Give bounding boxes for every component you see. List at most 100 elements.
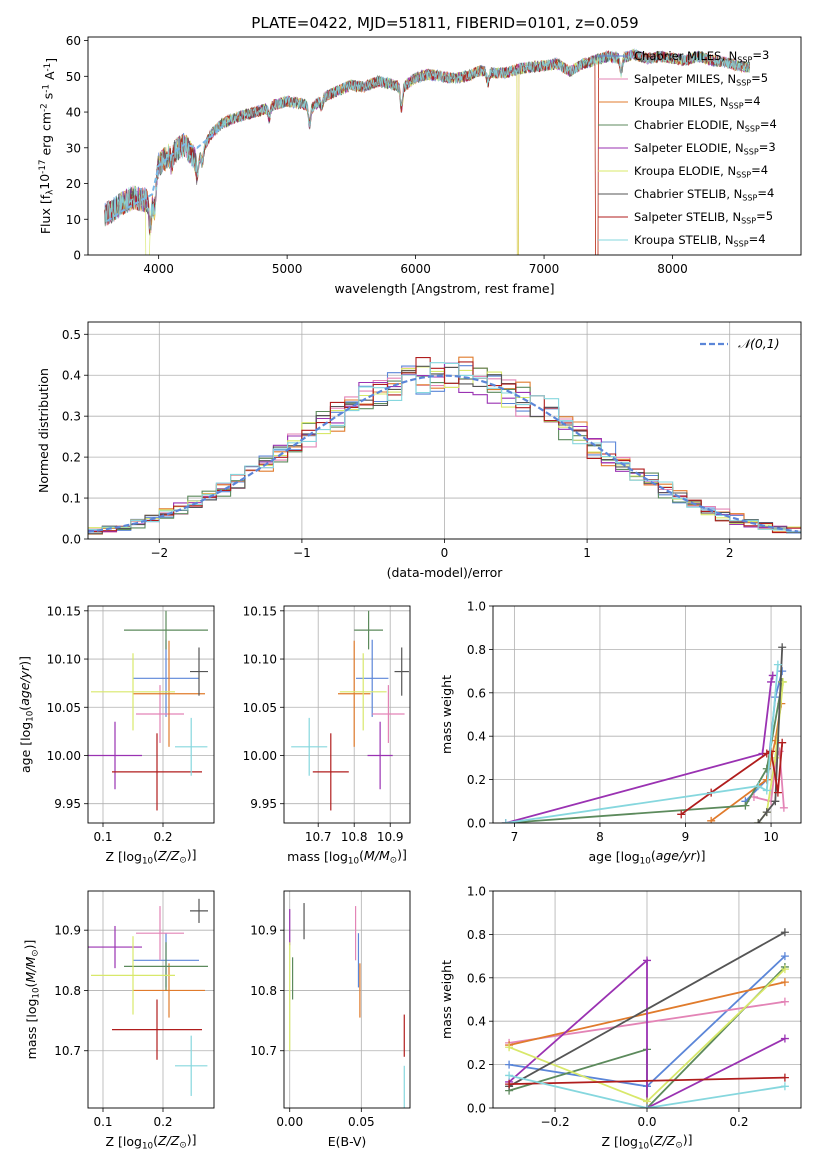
panel-mass_vs_Z: 0.1 0.2 10.7 10.8 10.9 Z [log10​(Z/Z⊙​)] mass …: [22, 890, 215, 1152]
x-tick-label: 0.1: [93, 1115, 112, 1129]
panel-spectrum: 4000 5000 6000 7000 8000 0 10 20 30 40 50 60 wavelen…: [37, 34, 802, 296]
x-tick-label: 0.2: [153, 830, 172, 844]
plus-marker: [762, 808, 771, 817]
y-tick-label: 10.9: [54, 924, 81, 938]
x-tick-label: 7000: [529, 262, 560, 276]
plus-marker: [505, 1071, 514, 1080]
plus-marker: [754, 819, 763, 823]
y-tick-label: 0.2: [467, 773, 486, 787]
x-tick-label: 6000: [400, 262, 431, 276]
y-axis-label: Normed distribution: [36, 368, 51, 493]
errorbar-point: [112, 733, 202, 811]
x-tick-label: 10: [763, 830, 778, 844]
x-tick-label: −0.2: [540, 1115, 569, 1129]
y-tick-label: 10.8: [250, 984, 277, 998]
x-tick-label: 0.1: [93, 830, 112, 844]
errorbar-point: [133, 963, 205, 1018]
errorbar-point: [354, 610, 383, 650]
legend-label: Kroupa MILES, NSSP​=4: [634, 94, 761, 110]
panel-mass_vs_ebv: 0.00 0.05 10.7 10.8 10.9 E(B-V): [250, 890, 411, 1149]
panel-age_vs_Z: 0.1 0.2 9.95 10.00 10.05 10.10 10.15 Z [log10​(…: [17, 604, 215, 867]
x-tick-label: 10.9: [377, 830, 404, 844]
x-tick-label: 0.2: [729, 1115, 748, 1129]
mass-weight-line-chabrier-stelib: [508, 931, 786, 1088]
errorbar-point: [339, 653, 387, 731]
plus-marker: [741, 801, 750, 810]
y-tick-label: 0.5: [62, 328, 81, 342]
x-tick-label: 8: [596, 830, 604, 844]
plot-area-mass_vs_Z: [88, 898, 208, 1096]
errorbar-point: [394, 647, 409, 696]
x-tick-label: 0.05: [348, 1115, 375, 1129]
y-tick-label: 0.6: [467, 971, 486, 985]
x-tick-label: 8000: [657, 262, 688, 276]
mass-weight-line-salpeter-elodie: [505, 675, 774, 823]
y-tick-label: 10.05: [47, 701, 81, 715]
axes-frame: [492, 890, 802, 1109]
plot-area-age_vs_Z: [88, 610, 208, 811]
y-tick-label: 50: [66, 70, 81, 84]
y-tick-label: 10: [66, 213, 81, 227]
errorbar-point: [133, 640, 205, 747]
plus-marker: [778, 738, 787, 747]
x-axis-label: Z [log10​(Z/Z⊙​)]: [106, 1132, 197, 1152]
plus-marker: [707, 816, 716, 823]
y-tick-label: 10.8: [54, 984, 81, 998]
x-tick-label: 5000: [272, 262, 303, 276]
plus-marker: [780, 997, 789, 1006]
plus-marker: [780, 1082, 789, 1091]
x-axis-label: Z [log10​(Z/Z⊙​)]: [602, 1132, 693, 1152]
plus-marker: [778, 667, 787, 676]
plot-area-massweight_vs_age: [501, 643, 788, 823]
x-tick-label: 1: [583, 546, 591, 560]
plus-marker: [768, 671, 777, 680]
x-tick-label: 0: [441, 546, 449, 560]
y-tick-label: 10.05: [243, 701, 277, 715]
y-tick-label: 1.0: [467, 600, 486, 614]
legend: Chabrier MILES, NSSP​=3 Salpeter MILES, N…: [598, 48, 777, 248]
errorbar-point: [136, 685, 184, 743]
errorbar-point: [175, 1035, 208, 1096]
axes-frame: [87, 36, 802, 256]
y-tick-label: 0: [73, 249, 81, 263]
axes-frame: [87, 321, 802, 540]
errorbar-point: [312, 733, 349, 811]
panel-massweight_vs_Z: −0.2 0.0 0.2 0.0 0.2 0.4 0.6 0.8 1.0 Z [log10​(Z/…: [439, 885, 802, 1152]
y-tick-label: 9.95: [54, 797, 81, 811]
y-tick-label: 1.0: [467, 885, 486, 899]
legend-label: Salpeter ELODIE, NSSP​=3: [634, 140, 776, 156]
errorbar-point: [175, 717, 208, 776]
x-axis-label: age [log10​(age/yr)]: [588, 848, 705, 867]
x-tick-label: 2: [726, 546, 734, 560]
x-axis-label: wavelength [Angstrom, rest frame]: [334, 281, 554, 296]
y-tick-label: 20: [66, 177, 81, 191]
plus-marker: [779, 803, 788, 812]
plot-area-age_vs_mass: [291, 610, 409, 811]
plus-marker: [778, 643, 787, 652]
mass-weight-line-chabrier-stelib: [757, 647, 784, 823]
errorbar-point: [291, 717, 328, 776]
mass-weight-line-kroupa-stelib: [508, 1074, 786, 1108]
y-tick-label: 0.4: [467, 1015, 486, 1029]
plus-marker: [773, 788, 782, 797]
errorbar-point: [356, 639, 389, 717]
errorbar-point: [88, 721, 142, 790]
mass-weight-line-kroupa-stelib: [505, 664, 779, 823]
x-tick-label: 9: [682, 830, 690, 844]
y-tick-label: 10.7: [250, 1044, 277, 1058]
axes-frame: [283, 890, 411, 1109]
mass-weight-line-salpeter-elodie: [508, 958, 786, 1108]
legend-label: Kroupa ELODIE, NSSP​=4: [634, 163, 768, 179]
errorbar-point: [112, 999, 202, 1060]
plus-marker: [762, 786, 771, 795]
y-tick-label: 10.00: [47, 749, 81, 763]
axes-frame: [283, 605, 411, 824]
errorbar-point: [124, 610, 208, 650]
errorbar-point: [190, 647, 208, 696]
y-tick-label: 0.2: [467, 1058, 486, 1072]
plot-area-mass_vs_ebv: [289, 903, 405, 1108]
x-tick-label: 10.7: [305, 830, 332, 844]
panel-residuals: −2 −1 0 1 2 0.0 0.1 0.2 0.3 0.4 0.5 (data-model)/er…: [36, 321, 802, 580]
x-axis-label: (data-model)/error: [387, 565, 504, 580]
